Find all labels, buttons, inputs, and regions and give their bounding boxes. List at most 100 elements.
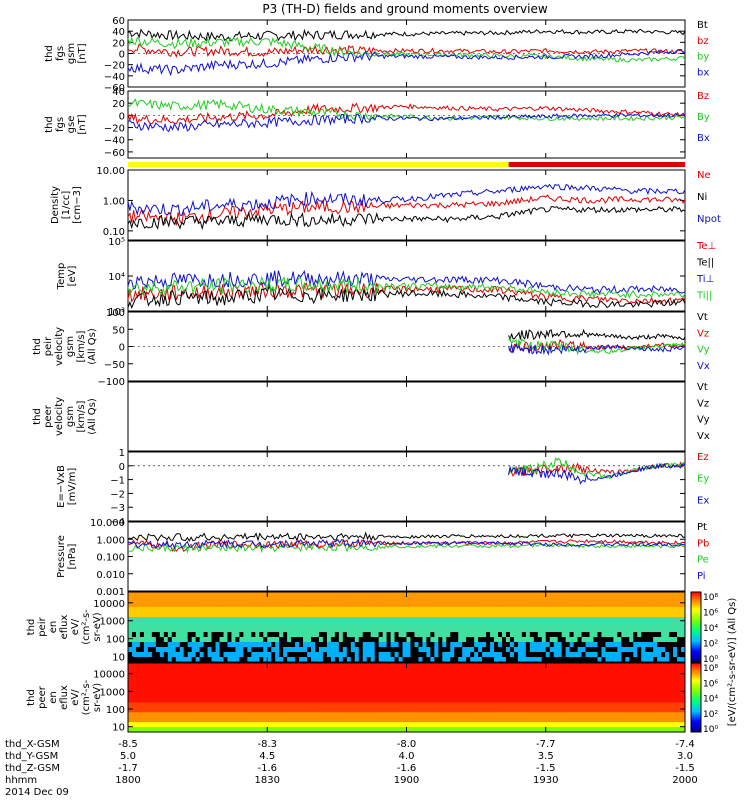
heatmap-cell xyxy=(549,712,555,718)
heatmap-cell xyxy=(470,682,475,689)
heatmap-cell xyxy=(346,657,352,663)
heatmap-cell xyxy=(509,632,515,638)
heatmap-cell xyxy=(358,692,364,698)
heatmap-cell xyxy=(665,667,670,674)
heatmap-cell xyxy=(199,612,205,618)
heatmap-cell xyxy=(147,627,153,633)
heatmap-cell xyxy=(661,597,666,603)
heatmap-cell xyxy=(621,687,626,694)
heatmap-cell xyxy=(279,667,284,674)
heatmap-cell xyxy=(565,637,571,643)
heatmap-cell xyxy=(239,682,244,689)
heatmap-cell xyxy=(402,667,407,674)
heatmap-cell xyxy=(653,672,658,679)
heatmap-cell xyxy=(374,612,380,618)
heatmap-cell xyxy=(474,642,479,648)
heatmap-cell xyxy=(494,632,499,638)
heatmap-cell xyxy=(597,627,602,633)
heatmap-cell xyxy=(529,622,535,628)
heatmap-cell xyxy=(422,687,427,694)
heatmap-cell xyxy=(211,677,217,684)
heatmap-cell xyxy=(434,682,439,689)
heatmap-cell xyxy=(398,707,404,713)
heatmap-cell xyxy=(235,617,240,623)
heatmap-cell xyxy=(625,627,630,633)
heatmap-cell xyxy=(613,657,618,663)
heatmap-cell xyxy=(287,707,292,713)
heatmap-cell xyxy=(147,722,153,728)
heatmap-cell xyxy=(358,687,364,694)
heatmap-cell xyxy=(529,682,535,689)
heatmap-cell xyxy=(609,663,614,669)
heatmap-cell xyxy=(593,632,598,638)
heatmap-cell xyxy=(128,663,133,669)
heatmap-cell xyxy=(470,652,475,658)
heatmap-cell xyxy=(641,627,646,633)
heatmap-cell xyxy=(374,667,380,674)
heatmap-cell xyxy=(410,702,415,708)
heatmap-cell xyxy=(247,652,252,658)
heatmap-cell xyxy=(458,667,463,674)
heatmap-cell xyxy=(557,727,563,733)
heatmap-cell xyxy=(466,622,471,628)
heatmap-cell xyxy=(573,602,579,608)
heatmap-cell xyxy=(287,677,292,684)
heatmap-cell xyxy=(454,652,459,658)
heatmap-cell xyxy=(251,682,256,689)
heatmap-cell xyxy=(537,602,543,608)
heatmap-cell xyxy=(577,663,583,669)
heatmap-cell xyxy=(569,642,575,648)
heatmap-cell xyxy=(665,647,670,653)
heatmap-cell xyxy=(442,727,447,733)
heatmap-cell xyxy=(446,727,451,733)
heatmap-cell xyxy=(613,617,618,623)
heatmap-cell xyxy=(633,712,638,718)
heatmap-cell xyxy=(561,637,567,643)
heatmap-cell xyxy=(557,657,563,663)
heatmap-cell xyxy=(330,657,336,663)
heatmap-cell xyxy=(529,712,535,718)
heatmap-cell xyxy=(501,597,507,603)
heatmap-cell xyxy=(498,702,503,708)
heatmap-cell xyxy=(275,657,280,663)
heatmap-cell xyxy=(350,682,356,689)
heatmap-cell xyxy=(239,727,244,733)
heatmap-cell xyxy=(366,602,372,608)
heatmap-cell xyxy=(450,722,455,728)
heatmap-cell xyxy=(279,647,284,653)
heatmap-cell xyxy=(398,627,404,633)
heatmap-cell xyxy=(135,622,141,628)
y-tick-label: −4 xyxy=(110,517,125,528)
heatmap-cell xyxy=(128,722,133,728)
heatmap-cell xyxy=(191,612,197,618)
heatmap-cell xyxy=(171,617,177,623)
ylabel-line: gse xyxy=(66,116,77,134)
heatmap-cell xyxy=(466,727,471,733)
heatmap-cell xyxy=(589,667,594,674)
heatmap-cell xyxy=(211,637,217,643)
heatmap-cell xyxy=(613,663,618,669)
heatmap-cell xyxy=(390,682,396,689)
heatmap-cell xyxy=(418,627,423,633)
heatmap-cell xyxy=(338,652,344,658)
heatmap-cell xyxy=(410,607,415,613)
heatmap-cell xyxy=(191,592,197,598)
heatmap-cell xyxy=(669,727,674,733)
heatmap-cell xyxy=(617,652,622,658)
heatmap-cell xyxy=(529,612,535,618)
heatmap-cell xyxy=(183,612,189,618)
heatmap-cell xyxy=(350,712,356,718)
heatmap-cell xyxy=(402,717,407,723)
heatmap-cell xyxy=(382,672,388,679)
heatmap-cell xyxy=(271,677,276,684)
heatmap-cell xyxy=(167,642,173,648)
heatmap-cell xyxy=(681,667,686,674)
heatmap-cell xyxy=(633,657,638,663)
heatmap-cell xyxy=(537,597,543,603)
heatmap-cell xyxy=(641,712,646,718)
heatmap-cell xyxy=(191,617,197,623)
heatmap-cell xyxy=(334,642,340,648)
heatmap-cell xyxy=(235,692,240,698)
heatmap-cell xyxy=(565,677,571,684)
heatmap-cell xyxy=(342,657,348,663)
